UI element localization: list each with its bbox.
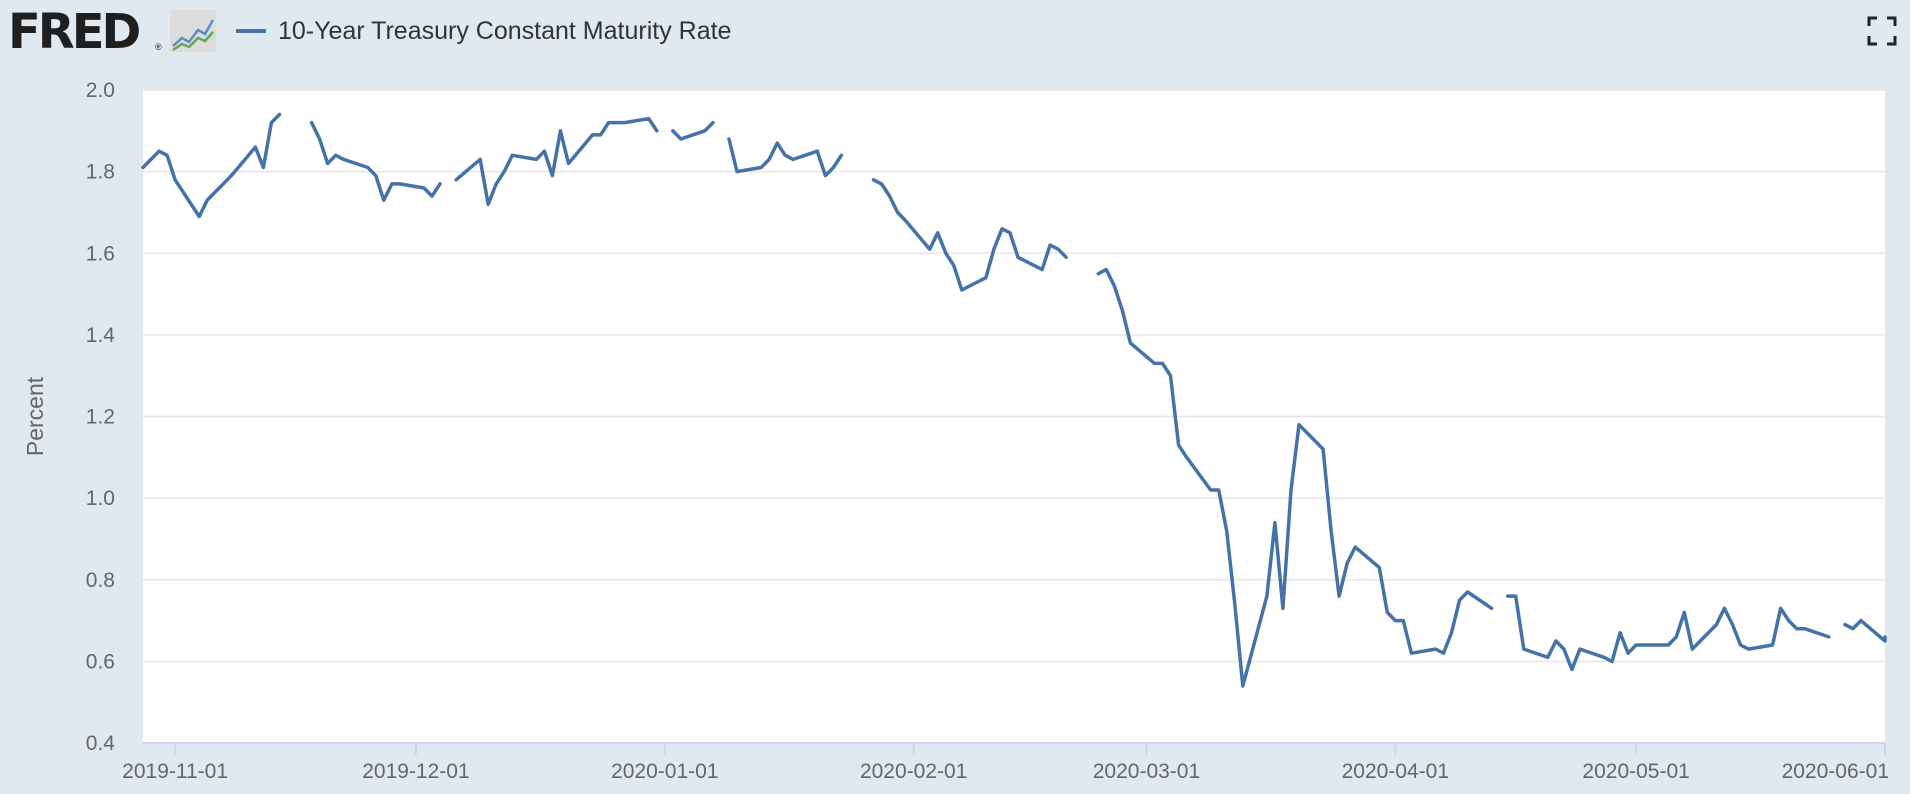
y-axis-ticks: 0.4 0.6 0.8 1.0 1.2 1.4 1.6 1.8 2.0	[86, 79, 116, 755]
x-tick-label: 2020-05-01	[1582, 760, 1689, 783]
chart-header: FRED ® 10-Year Treasury Constant Maturit…	[0, 0, 1910, 62]
fred-logo[interactable]: FRED	[8, 4, 141, 60]
y-tick-label: 0.8	[86, 569, 115, 592]
line-chart: 0.40.60.81.01.21.41.61.82.0 2019-11-01 20…	[22, 79, 1889, 783]
y-tick-label: 1.0	[86, 487, 115, 510]
x-tick-label: 2020-03-01	[1093, 760, 1200, 783]
logo-registered-mark: ®	[155, 42, 162, 52]
legend-swatch	[236, 29, 266, 33]
x-tick-label: 2020-02-01	[860, 760, 967, 783]
x-tick-label: 2020-06-01	[1782, 760, 1889, 783]
y-tick-label: 0.6	[86, 650, 115, 673]
series-line-segment	[1843, 618, 1887, 643]
y-tick-label: 2.0	[86, 79, 115, 102]
series-line-segment	[454, 116, 659, 207]
x-tick-label: 2019-12-01	[362, 760, 469, 783]
x-axis: 2019-11-01 2019-12-01 2020-01-01 2020-02-01…	[122, 742, 1889, 783]
series-line-segment	[727, 137, 844, 178]
y-tick-label: 1.6	[86, 242, 115, 265]
fred-graph-icon	[170, 10, 216, 52]
grid-lines	[143, 89, 1885, 663]
y-axis-label: Percent	[22, 376, 48, 456]
series-line-segment	[1505, 594, 1831, 672]
series-line-segment	[871, 178, 1068, 292]
series-line-segment	[671, 120, 715, 141]
y-tick-label: 1.2	[86, 406, 115, 429]
series-line-segment	[1096, 267, 1494, 688]
y-tick-label: 1.4	[86, 324, 116, 347]
y-tick-label: 1.8	[86, 161, 115, 184]
x-tick-label: 2019-11-01	[122, 760, 228, 783]
fullscreen-icon[interactable]	[1867, 16, 1897, 46]
legend-series-label: 10-Year Treasury Constant Maturity Rate	[278, 16, 732, 45]
series-line-segment	[141, 112, 282, 219]
chart-legend[interactable]: 10-Year Treasury Constant Maturity Rate	[236, 14, 731, 48]
x-tick-label: 2020-04-01	[1342, 760, 1449, 783]
y-tick-label: 0.4	[86, 732, 116, 755]
series-lines	[141, 112, 1887, 688]
x-tick-label: 2020-01-01	[611, 760, 718, 783]
series-line-segment	[309, 120, 442, 202]
